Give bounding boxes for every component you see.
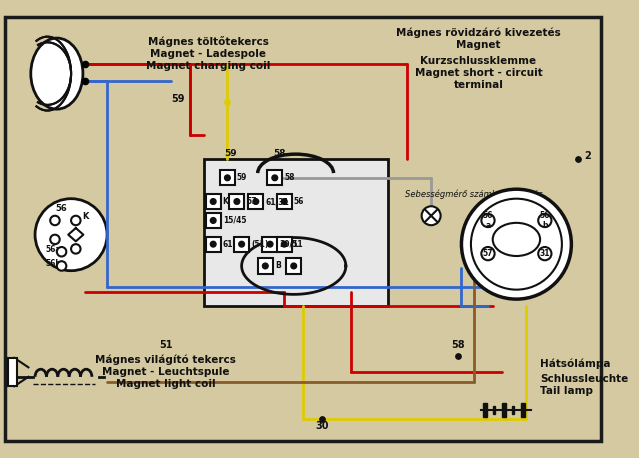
Text: Mágnes rövidzáró kivezetés: Mágnes rövidzáró kivezetés (396, 27, 561, 38)
Point (80, 77, 90, 85)
Bar (206, 213, 221, 228)
Circle shape (291, 263, 296, 269)
Circle shape (210, 241, 216, 247)
Text: Tail lamp: Tail lamp (540, 386, 593, 396)
Circle shape (281, 241, 287, 247)
Text: Magnet - Ladespole: Magnet - Ladespole (150, 49, 266, 60)
Circle shape (210, 199, 216, 204)
Bar (502, 403, 506, 417)
Point (222, 98, 233, 106)
Text: 15/45: 15/45 (222, 216, 246, 225)
Text: 57: 57 (482, 249, 493, 258)
Text: 61: 61 (222, 240, 233, 249)
Text: 56: 56 (294, 197, 304, 206)
Point (317, 416, 327, 423)
Text: B: B (275, 262, 281, 271)
Text: 2: 2 (585, 151, 591, 161)
Text: 31: 31 (539, 249, 550, 258)
Text: L: L (294, 240, 298, 249)
Text: 56
a: 56 a (483, 211, 493, 230)
Bar (8, 358, 17, 386)
Circle shape (267, 241, 273, 247)
Bar (263, 237, 277, 252)
Bar (258, 258, 273, 273)
Bar (204, 159, 389, 306)
Text: 56
b: 56 b (540, 211, 550, 230)
Text: 58: 58 (273, 149, 286, 158)
Text: 59: 59 (171, 94, 185, 104)
Text: K: K (222, 197, 229, 206)
Bar (229, 194, 245, 209)
Circle shape (210, 218, 216, 224)
Text: 30: 30 (316, 421, 329, 431)
Bar (512, 406, 514, 414)
Text: Sebességmérő számlap világítás: Sebességmérő számlap világítás (405, 189, 543, 199)
Bar (483, 403, 487, 417)
Text: (51): (51) (251, 240, 268, 249)
Bar (220, 170, 235, 185)
Circle shape (481, 247, 495, 260)
Text: 56: 56 (56, 204, 68, 213)
Text: Mágnes világító tekercs: Mágnes világító tekercs (95, 354, 236, 365)
Circle shape (71, 216, 81, 225)
Circle shape (263, 263, 268, 269)
Text: 56a: 56a (45, 245, 61, 254)
Text: Magnet - Leuchtspule: Magnet - Leuchtspule (102, 367, 229, 377)
Text: 61/31: 61/31 (265, 197, 289, 206)
Circle shape (71, 244, 81, 254)
Text: Magnet short - circuit: Magnet short - circuit (415, 68, 543, 78)
Text: terminal: terminal (454, 80, 504, 90)
Point (573, 155, 583, 163)
Circle shape (57, 247, 66, 256)
Circle shape (538, 247, 551, 260)
Text: Hátsólámpa: Hátsólámpa (540, 359, 611, 369)
Point (452, 352, 463, 360)
Circle shape (50, 216, 59, 225)
Text: 51: 51 (159, 340, 173, 350)
Circle shape (50, 234, 59, 244)
Text: Mágnes töltőtekercs: Mágnes töltőtekercs (148, 36, 269, 47)
Text: K: K (82, 212, 88, 221)
Bar (277, 237, 292, 252)
Bar (521, 403, 525, 417)
Point (80, 60, 90, 68)
Bar (206, 237, 221, 252)
Bar (277, 194, 292, 209)
Text: Kurzschlussklemme: Kurzschlussklemme (420, 56, 537, 66)
Text: 59: 59 (224, 149, 237, 158)
Bar (249, 194, 263, 209)
Bar (493, 406, 495, 414)
Text: 58: 58 (284, 173, 295, 182)
Text: 30/51: 30/51 (279, 240, 303, 249)
Text: Magnet charging coil: Magnet charging coil (146, 61, 271, 71)
Circle shape (281, 199, 287, 204)
Circle shape (422, 206, 441, 225)
Ellipse shape (493, 223, 540, 256)
Bar (206, 194, 221, 209)
Circle shape (461, 189, 571, 299)
Circle shape (234, 199, 240, 204)
Text: Magnet light coil: Magnet light coil (116, 379, 215, 389)
Text: 56b: 56b (45, 259, 61, 268)
Circle shape (253, 199, 259, 204)
Text: 57: 57 (247, 197, 257, 206)
Circle shape (272, 175, 277, 180)
Bar (267, 170, 282, 185)
Text: Magnet: Magnet (456, 40, 501, 50)
Circle shape (224, 175, 230, 180)
Ellipse shape (31, 38, 83, 109)
Circle shape (481, 214, 495, 227)
Text: Schlussleuchte: Schlussleuchte (540, 374, 628, 383)
Circle shape (57, 261, 66, 271)
Circle shape (239, 241, 245, 247)
Circle shape (538, 214, 551, 227)
Text: 59: 59 (237, 173, 247, 182)
Circle shape (35, 199, 107, 271)
Bar (286, 258, 302, 273)
Bar (234, 237, 249, 252)
Text: 58: 58 (451, 340, 465, 350)
